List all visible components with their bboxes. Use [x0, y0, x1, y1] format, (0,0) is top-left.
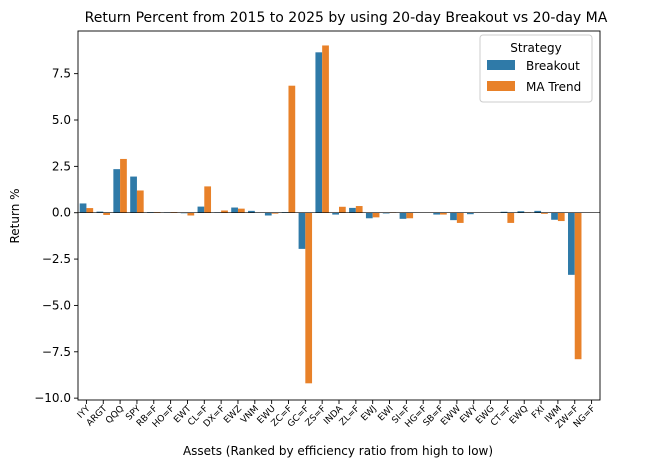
bar-ma-trend — [355, 206, 363, 213]
y-tick-label: 2.5 — [52, 159, 71, 173]
legend-label-breakout: Breakout — [526, 59, 580, 73]
bar-ma-trend — [221, 210, 228, 213]
bar-ma-trend — [322, 45, 329, 213]
y-axis: −10.0 −7.5 −5.0 −2.5 0.0 2.5 5.0 7.5 — [34, 67, 78, 405]
bar-ma-trend — [86, 208, 94, 213]
bar-ma-trend — [305, 212, 313, 384]
bar-ma-trend — [541, 212, 548, 214]
bar-breakout — [79, 203, 87, 213]
y-tick-label: 0.0 — [52, 206, 71, 220]
y-tick-label: −10.0 — [34, 391, 71, 405]
legend-swatch-breakout — [487, 60, 515, 70]
bar-breakout — [450, 212, 457, 221]
legend-title: Strategy — [510, 41, 561, 55]
bar-ma-trend — [271, 212, 279, 214]
bars-group — [79, 45, 582, 384]
bar-ma-trend — [103, 212, 110, 215]
bar-ma-trend — [136, 190, 144, 213]
plot-frame — [77, 30, 601, 401]
bar-breakout — [568, 212, 575, 275]
y-tick-label: 7.5 — [52, 67, 71, 81]
bar-ma-trend — [440, 212, 447, 215]
x-axis-label: Assets (Ranked by efficiency ratio from … — [183, 444, 493, 458]
y-axis-label: Return % — [8, 188, 22, 243]
bar-ma-trend — [204, 186, 212, 213]
bar-ma-trend — [339, 206, 346, 213]
bar-ma-trend — [288, 85, 296, 213]
bar-ma-trend — [456, 212, 464, 223]
chart-title: Return Percent from 2015 to 2025 by usin… — [85, 10, 608, 26]
bar-breakout — [399, 212, 407, 219]
bar-ma-trend — [406, 212, 414, 219]
bar-breakout — [96, 211, 104, 213]
bar-breakout — [365, 212, 373, 219]
bar-breakout — [433, 212, 441, 215]
bar-ma-trend — [237, 208, 245, 213]
bar-breakout — [113, 169, 121, 213]
bar-breakout — [264, 212, 272, 216]
bar-breakout — [500, 211, 508, 213]
bar-breakout — [466, 212, 474, 215]
bar-breakout — [382, 212, 390, 214]
bar-breakout — [551, 212, 558, 220]
bar-breakout — [248, 210, 255, 213]
bar-ma-trend — [507, 212, 515, 223]
bar-breakout — [332, 212, 339, 215]
x-axis: IYYARGTQQQSPYRB=FHO=FEWTCL=FDX=FEWZVNMEW… — [76, 400, 598, 431]
bar-breakout — [231, 207, 238, 213]
y-tick-label: −5.0 — [42, 298, 71, 312]
bar-ma-trend — [372, 212, 380, 218]
bar-breakout — [349, 207, 356, 213]
x-tick-label: VNM — [239, 404, 261, 426]
bar-ma-trend — [187, 212, 195, 216]
x-tick-label: EWQ — [508, 404, 530, 426]
bar-breakout — [130, 176, 137, 213]
x-tick-label: EWJ — [360, 404, 379, 423]
legend-label-ma-trend: MA Trend — [526, 80, 581, 94]
bar-ma-trend — [120, 158, 127, 213]
bar-ma-trend — [574, 212, 582, 360]
legend-swatch-ma-trend — [487, 81, 515, 91]
legend: Strategy Breakout MA Trend — [479, 34, 593, 103]
y-tick-label: −2.5 — [42, 252, 71, 266]
x-tick-label: EWW — [439, 404, 463, 428]
x-tick-label: EWZ — [222, 404, 244, 426]
bar-ma-trend — [557, 212, 565, 222]
bar-breakout — [315, 52, 323, 213]
y-tick-label: 5.0 — [52, 113, 71, 127]
bar-breakout — [197, 206, 205, 213]
bar-breakout — [517, 211, 525, 213]
x-tick-label: QQQ — [104, 404, 126, 426]
y-tick-label: −7.5 — [42, 345, 71, 359]
bar-breakout — [298, 212, 306, 249]
bar-breakout — [534, 210, 542, 213]
